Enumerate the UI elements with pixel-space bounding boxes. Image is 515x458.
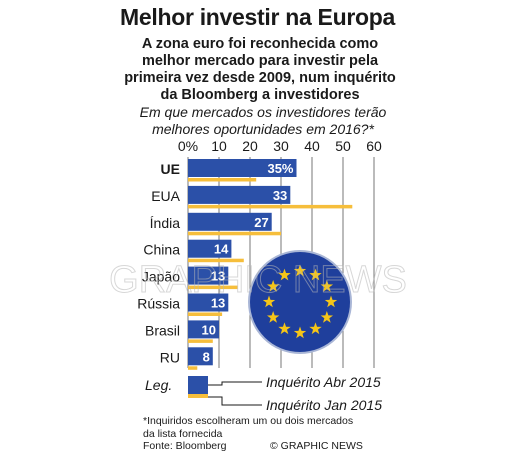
bar-abr-2015 — [188, 185, 291, 204]
x-tick-label: 0% — [178, 138, 198, 154]
credit: © GRAPHIC NEWS — [270, 440, 363, 452]
bar-abr-2015 — [188, 266, 229, 285]
bar-value-label: 14 — [214, 242, 229, 257]
bar-value-label: 33 — [273, 188, 287, 203]
star-icon — [309, 268, 322, 281]
x-tick-label: 40 — [304, 138, 320, 154]
category-label: EUA — [151, 188, 180, 204]
bar-value-label: 13 — [211, 269, 225, 284]
bar-jan-2015 — [188, 178, 257, 182]
bars: UE 35% EUA 33 Índia 27 China 14 Japão 13 Rússia 13 B… — [137, 159, 353, 370]
star-icon — [320, 280, 334, 292]
bar-abr-2015 — [188, 347, 213, 366]
category-label: China — [143, 242, 180, 258]
eu-flag-icon — [248, 250, 352, 354]
star-icon — [293, 264, 307, 277]
page-title: Melhor investir na Europa — [120, 4, 395, 30]
bar-abr-2015 — [188, 159, 297, 177]
star-icon — [262, 295, 276, 308]
bar-abr-2015 — [188, 212, 272, 231]
bar-abr-2015 — [188, 320, 219, 339]
legend-label-jan: Inquérito Jan 2015 — [266, 397, 382, 413]
watermark-text: GRAPHIC NEWS — [109, 259, 407, 301]
category-label: RU — [160, 349, 180, 365]
bar-jan-2015 — [188, 258, 244, 263]
x-tick-label: 20 — [242, 138, 258, 154]
x-tick-label: 60 — [366, 138, 382, 154]
bar-value-label: 10 — [202, 322, 216, 337]
legend-title: Leg. — [145, 377, 172, 393]
star-icon — [266, 311, 280, 323]
bar-value-label: 35% — [267, 161, 293, 176]
x-tick-label: 30 — [273, 138, 289, 154]
legend-label-abr: Inquérito Abr 2015 — [266, 374, 381, 390]
source: Fonte: Bloomberg — [143, 440, 227, 452]
x-tick-label: 10 — [211, 138, 227, 154]
bar-jan-2015 — [188, 231, 281, 236]
legend: Leg. Inquérito Abr 2015 Inquérito Jan 2015 — [145, 374, 382, 413]
bar-value-label: 27 — [254, 215, 268, 230]
category-label: Índia — [150, 215, 181, 231]
star-icon — [324, 295, 338, 308]
star-icon — [320, 311, 334, 323]
bar-value-label: 8 — [203, 349, 210, 364]
x-tick-label: 50 — [335, 138, 351, 154]
bar-value-label: 13 — [211, 296, 225, 311]
legend-leader-jan — [208, 396, 262, 406]
legend-swatch-abr — [188, 376, 208, 394]
category-label: Japão — [142, 269, 180, 285]
category-label: Rússia — [137, 296, 180, 312]
bar-jan-2015 — [188, 204, 353, 209]
star-icon — [266, 280, 280, 292]
star-icon — [278, 268, 291, 281]
bar-jan-2015 — [188, 285, 238, 290]
bar-abr-2015 — [188, 239, 232, 258]
star-icon — [293, 326, 307, 339]
bar-jan-2015 — [188, 366, 198, 370]
bar-jan-2015 — [188, 312, 223, 316]
subtitle: A zona euro foi reconhecida como melhor … — [124, 36, 396, 103]
chart-question: Em que mercados os investidores terão me… — [139, 104, 387, 137]
category-label: Brasil — [145, 322, 180, 338]
x-axis: 0% 10 20 30 40 50 60 — [178, 138, 382, 154]
bar-abr-2015 — [188, 293, 229, 312]
footnote: *Inquiridos escolheram um ou dois mercad… — [143, 415, 354, 440]
flag-disc — [250, 252, 350, 352]
legend-leader-abr — [208, 381, 262, 386]
star-icon — [278, 322, 291, 335]
star-icon — [309, 322, 322, 335]
bar-jan-2015 — [188, 339, 213, 343]
category-label: UE — [161, 161, 180, 177]
legend-swatch-jan — [188, 394, 208, 398]
